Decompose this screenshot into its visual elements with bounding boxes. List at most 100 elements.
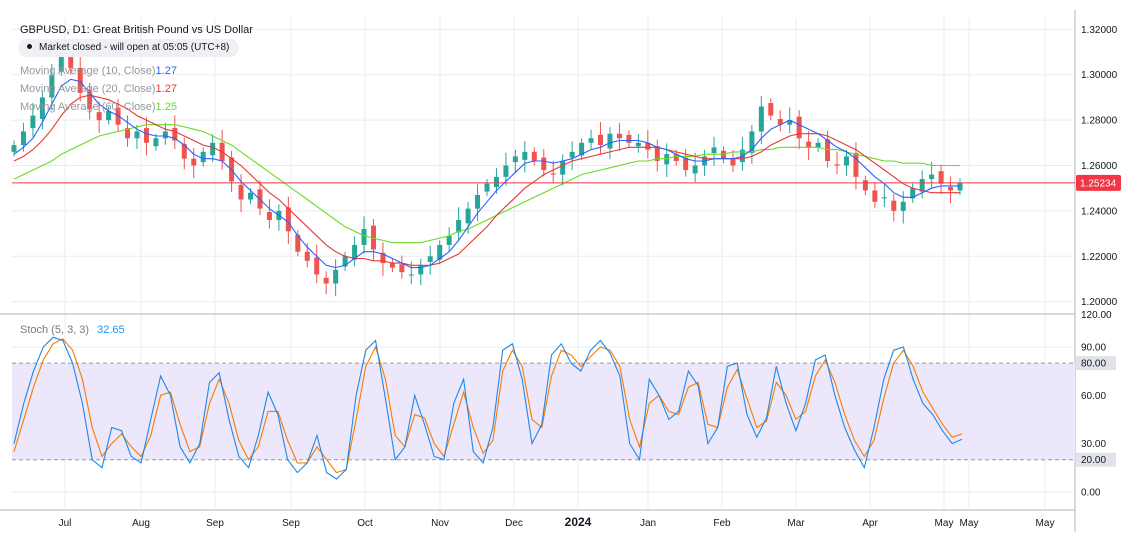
candle-down[interactable] <box>862 180 868 191</box>
candle-down[interactable] <box>181 143 187 159</box>
candle-up[interactable] <box>153 138 159 147</box>
candle-up[interactable] <box>484 183 490 192</box>
legend-ma20[interactable]: Moving Average (20, Close)1.27 <box>20 83 177 95</box>
candle-down[interactable] <box>891 200 897 211</box>
candle-down[interactable] <box>77 67 83 93</box>
candle-up[interactable] <box>342 256 348 267</box>
candle-down[interactable] <box>872 190 878 202</box>
candle-down[interactable] <box>314 257 320 275</box>
candle-down[interactable] <box>96 112 102 121</box>
candle-up[interactable] <box>333 269 339 284</box>
candle-up[interactable] <box>881 197 887 199</box>
candle-down[interactable] <box>825 139 831 161</box>
candle-up[interactable] <box>493 176 499 188</box>
candle-down[interactable] <box>191 158 197 166</box>
ma60-line[interactable] <box>13 124 960 244</box>
candle-up[interactable] <box>957 182 963 191</box>
candle-up[interactable] <box>579 142 585 156</box>
candle-up[interactable] <box>446 235 452 245</box>
candle-up[interactable] <box>20 131 26 146</box>
candle-up[interactable] <box>692 165 698 174</box>
candle-down[interactable] <box>285 207 291 232</box>
candle-up[interactable] <box>588 138 594 143</box>
candle-up[interactable] <box>39 97 45 119</box>
candle-down[interactable] <box>541 157 547 171</box>
candle-down[interactable] <box>948 187 954 191</box>
candle-down[interactable] <box>938 171 944 184</box>
candle-up[interactable] <box>200 151 206 163</box>
candle-up[interactable] <box>664 154 670 165</box>
candle-down[interactable] <box>598 134 604 146</box>
candle-down[interactable] <box>626 134 632 143</box>
ma20-line[interactable] <box>13 94 960 266</box>
candle-down[interactable] <box>87 89 93 109</box>
candle-up[interactable] <box>361 229 367 245</box>
candle-up[interactable] <box>758 106 764 132</box>
candle-down[interactable] <box>806 141 812 148</box>
candle-down[interactable] <box>389 263 395 268</box>
candle-up[interactable] <box>560 160 566 175</box>
candle-down[interactable] <box>645 142 651 150</box>
candle-up[interactable] <box>30 115 36 129</box>
candle-down[interactable] <box>730 158 736 166</box>
candle-up[interactable] <box>711 147 717 154</box>
candle-up[interactable] <box>569 151 575 158</box>
legend-ma60[interactable]: Moving Average (60, Close)1.25 <box>20 101 177 113</box>
candle-down[interactable] <box>238 184 244 200</box>
candle-down[interactable] <box>125 128 131 139</box>
candle-down[interactable] <box>266 212 272 220</box>
candle-up[interactable] <box>475 195 481 209</box>
legend-ma10[interactable]: Moving Average (10, Close)1.27 <box>20 65 177 77</box>
candle-down[interactable] <box>768 103 774 116</box>
candle-up[interactable] <box>408 274 414 276</box>
candle-up[interactable] <box>503 165 509 177</box>
candle-up[interactable] <box>210 142 216 156</box>
candle-up[interactable] <box>910 188 916 199</box>
candle-up[interactable] <box>248 192 253 200</box>
candle-down[interactable] <box>834 164 840 166</box>
candle-down[interactable] <box>673 154 679 161</box>
candle-up[interactable] <box>162 131 168 139</box>
legend-stoch[interactable]: Stoch (5, 3, 3) 32.65 <box>20 324 125 336</box>
candle-down[interactable] <box>323 277 329 284</box>
candle-up[interactable] <box>11 145 17 152</box>
candle-up[interactable] <box>456 219 462 233</box>
candle-up[interactable] <box>465 208 471 224</box>
candle-up[interactable] <box>106 111 112 121</box>
candle-down[interactable] <box>550 173 556 175</box>
candle-down[interactable] <box>777 118 783 125</box>
candle-down[interactable] <box>853 153 859 177</box>
candle-down[interactable] <box>399 264 405 273</box>
candle-up[interactable] <box>607 133 613 149</box>
candle-up[interactable] <box>418 265 424 275</box>
candle-up[interactable] <box>512 156 518 163</box>
candle-up[interactable] <box>427 256 433 262</box>
candle-down[interactable] <box>796 116 802 139</box>
candle-down[interactable] <box>304 251 310 261</box>
candle-up[interactable] <box>437 244 443 260</box>
candle-up[interactable] <box>352 244 358 260</box>
candle-down[interactable] <box>531 151 537 161</box>
candle-up[interactable] <box>134 131 140 139</box>
candle-up[interactable] <box>900 201 906 211</box>
candle-up[interactable] <box>749 131 755 154</box>
candle-down[interactable] <box>143 128 149 143</box>
candle-up[interactable] <box>787 120 793 125</box>
candle-down[interactable] <box>654 146 660 161</box>
candle-down[interactable] <box>616 133 622 139</box>
candle-up[interactable] <box>929 174 935 180</box>
candle-down[interactable] <box>295 234 301 252</box>
candle-up[interactable] <box>58 47 64 72</box>
candle-up[interactable] <box>49 74 55 98</box>
candle-up[interactable] <box>815 142 821 148</box>
stoch-k-line[interactable] <box>13 336 963 480</box>
candle-down[interactable] <box>683 157 689 171</box>
candle-down[interactable] <box>172 128 178 141</box>
candle-up[interactable] <box>522 151 528 160</box>
ma10-line[interactable] <box>13 78 960 269</box>
candle-up[interactable] <box>635 142 641 147</box>
candle-down[interactable] <box>380 252 386 264</box>
candle-down[interactable] <box>68 50 74 68</box>
